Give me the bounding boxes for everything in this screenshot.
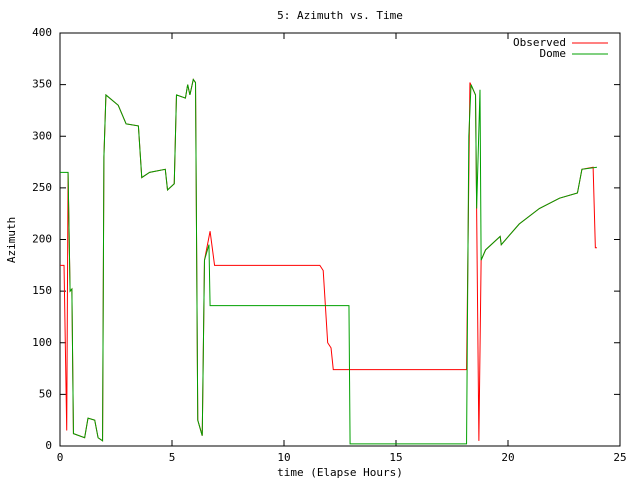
x-tick-label: 10 [277,451,290,464]
x-tick-label: 15 [389,451,402,464]
data-line [60,78,597,445]
x-tick-label: 0 [57,451,64,464]
y-tick-label: 250 [32,181,52,194]
data-line [60,78,597,442]
y-tick-label: 200 [32,233,52,246]
y-tick-label: 350 [32,78,52,91]
y-tick-label: 300 [32,129,52,142]
legend-label: Dome [540,47,567,60]
y-tick-label: 0 [45,439,52,452]
x-tick-label: 25 [613,451,626,464]
y-axis-label: Azimuth [5,217,18,263]
plot-border [59,32,621,447]
x-tick-label: 5 [169,451,176,464]
x-tick-label: 20 [501,451,514,464]
chart-title: 5: Azimuth vs. Time [277,9,403,22]
legend-label: Observed [513,36,566,49]
x-axis-label: time (Elapse Hours) [277,466,403,479]
y-tick-label: 400 [32,26,52,39]
y-tick-label: 100 [32,336,52,349]
y-tick-label: 50 [39,387,52,400]
y-tick-label: 150 [32,284,52,297]
